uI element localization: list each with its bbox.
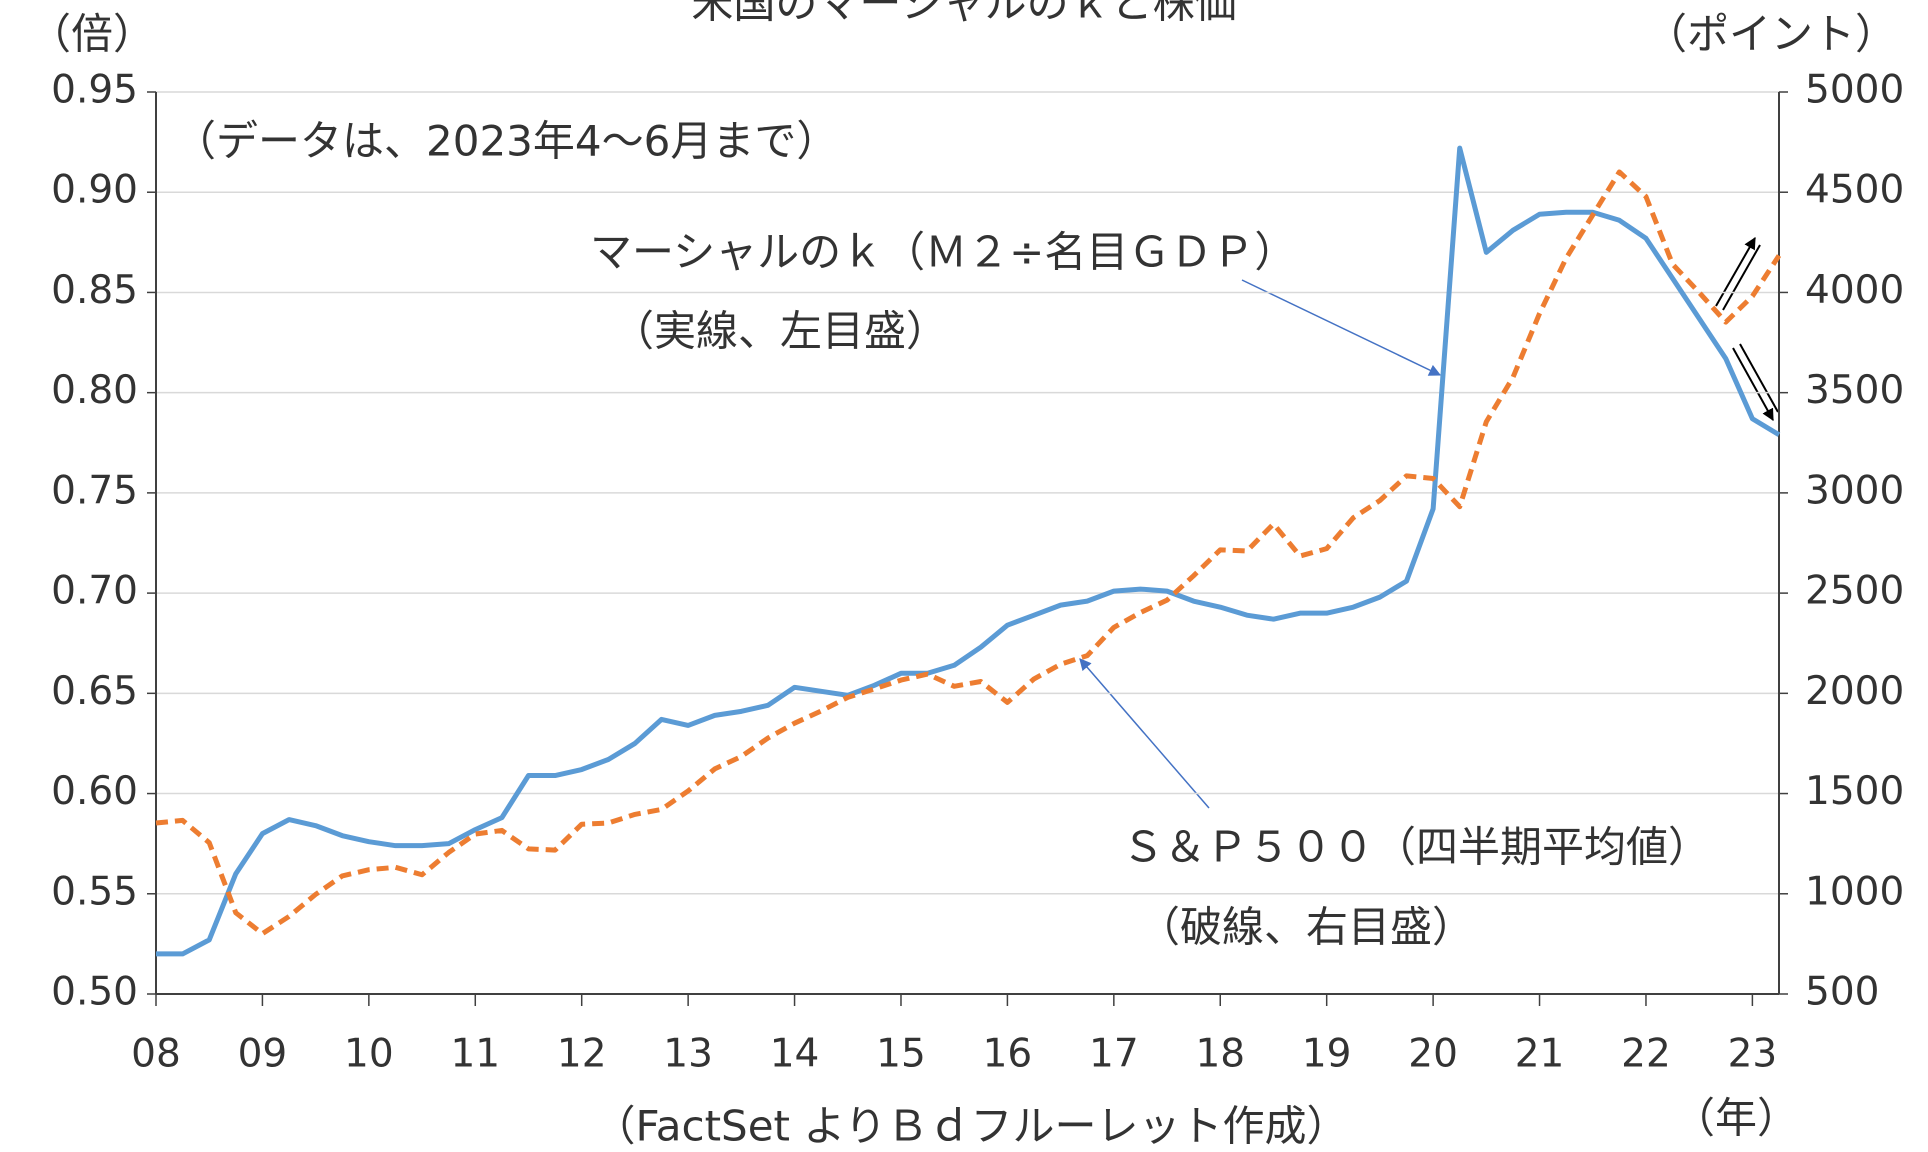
annotation: （実線、左目盛） <box>612 307 948 356</box>
x-tick-label: 08 <box>131 1032 181 1077</box>
annotation: マーシャルのｋ（Ｍ２÷名目ＧＤＰ） <box>590 228 1296 277</box>
y-tick-label: 0.80 <box>51 368 138 413</box>
x-tick-label: 12 <box>557 1032 607 1077</box>
y2-tick-label: 4500 <box>1805 168 1904 213</box>
y-tick-label: 0.65 <box>51 669 138 714</box>
y2-tick-label: 4000 <box>1805 268 1904 313</box>
callout-arrow <box>1079 658 1210 809</box>
x-tick-label: 22 <box>1621 1032 1671 1077</box>
x-tick-label: 18 <box>1195 1032 1245 1077</box>
y2-tick-label: 500 <box>1805 970 1879 1015</box>
y2-tick-label: 3000 <box>1805 468 1904 513</box>
x-tick-label: 10 <box>344 1032 394 1077</box>
x-tick-label: 16 <box>983 1032 1033 1077</box>
series-line <box>156 145 1781 957</box>
x-tick-label: 17 <box>1089 1032 1139 1077</box>
y2-tick-label: 1000 <box>1805 869 1904 914</box>
source-note: （FactSet よりＢｄフルーレット作成） <box>593 1102 1348 1151</box>
x-tick-label: 20 <box>1408 1032 1458 1077</box>
x-tick-label: 11 <box>450 1032 500 1077</box>
y-tick-label: 0.55 <box>51 869 138 914</box>
series-line <box>155 169 1782 937</box>
x-tick-label: 09 <box>238 1032 288 1077</box>
x-tick-label: 14 <box>770 1032 820 1077</box>
y2-tick-label: 2500 <box>1805 569 1904 614</box>
y2-tick-label: 1500 <box>1805 769 1904 814</box>
y-tick-label: 0.90 <box>51 168 138 213</box>
x-tick-label: 15 <box>876 1032 926 1077</box>
x-tick-label: 13 <box>663 1032 713 1077</box>
x-tick-label: 23 <box>1728 1032 1778 1077</box>
x-tick-label: 21 <box>1515 1032 1565 1077</box>
y-tick-label: 0.75 <box>51 468 138 513</box>
y-tick-label: 0.85 <box>51 268 138 313</box>
x-tick-label: 19 <box>1302 1032 1352 1077</box>
y-tick-label: 0.70 <box>51 569 138 614</box>
callout-arrow <box>1241 279 1442 376</box>
y2-tick-label: 5000 <box>1805 68 1904 113</box>
annotation: （破線、右目盛） <box>1138 903 1474 952</box>
annotation: Ｓ＆Ｐ５００（四半期平均値） <box>1122 823 1710 872</box>
chart-title: 米国のマーシャルのｋと株価 <box>691 0 1236 28</box>
y2-tick-label: 3500 <box>1805 368 1904 413</box>
y2-tick-label: 2000 <box>1805 669 1904 714</box>
y-tick-label: 0.60 <box>51 769 138 814</box>
trend-arrow <box>1715 236 1779 422</box>
x-axis-label: （年） <box>1673 1094 1799 1143</box>
y-tick-label: 0.95 <box>51 68 138 113</box>
y-tick-label: 0.50 <box>51 970 138 1015</box>
y2-axis-label: （ポイント） <box>1645 10 1897 59</box>
y-axis-label: （倍） <box>29 10 155 59</box>
annotation: （データは、2023年4～6月まで） <box>174 117 838 166</box>
